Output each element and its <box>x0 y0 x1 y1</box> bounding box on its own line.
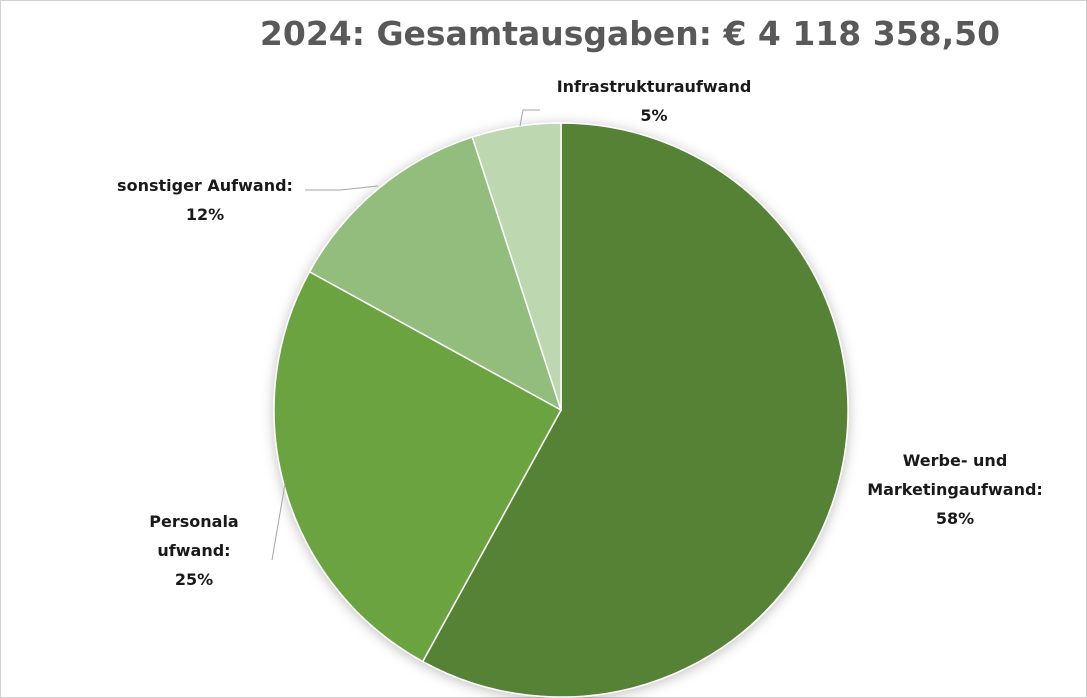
chart-title: 2024: Gesamtausgaben: € 4 118 358,50 <box>259 14 1001 53</box>
data-label: Werbe- und Marketingaufwand: 58% <box>850 446 1060 533</box>
leader-line <box>519 109 540 127</box>
value-label: 58% <box>935 509 975 528</box>
category-label: Werbe- und Marketingaufwand: <box>867 451 1043 499</box>
value-label: 12% <box>185 205 225 224</box>
pie-slice <box>308 136 563 412</box>
category-label: Personalaufwand: <box>149 512 239 560</box>
pie-slice <box>273 270 563 663</box>
pie-slice <box>471 122 562 411</box>
value-label: 5% <box>640 106 668 125</box>
data-label: Personalaufwand: 25% <box>145 507 243 594</box>
pie-slice <box>421 122 849 698</box>
category-label: sonstiger Aufwand: <box>117 176 293 195</box>
leader-line <box>271 483 286 561</box>
data-label: sonstiger Aufwand: 12% <box>90 171 320 229</box>
value-label: 25% <box>174 570 214 589</box>
data-label: Infrastrukturaufwand 5% <box>534 72 774 130</box>
leader-line <box>305 185 379 191</box>
category-label: Infrastrukturaufwand <box>556 77 752 96</box>
pie <box>273 122 849 698</box>
